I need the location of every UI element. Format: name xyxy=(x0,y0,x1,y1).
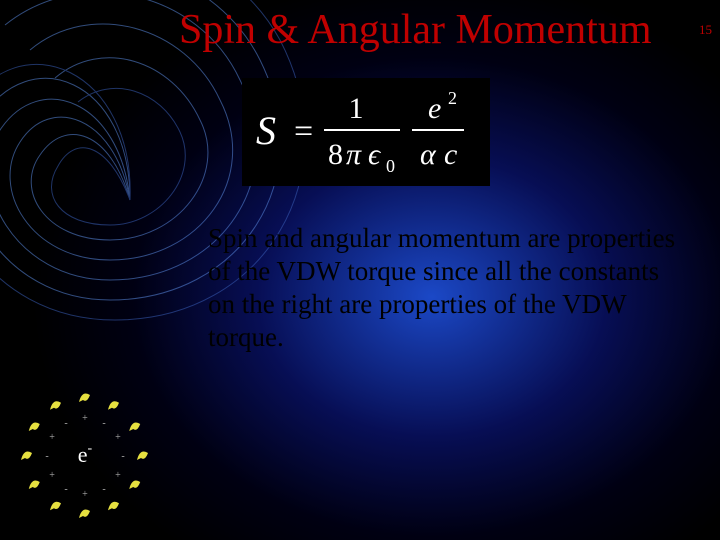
title-text: Spin & Angular Momentum xyxy=(179,7,652,53)
frac1-den-eps-sub: 0 xyxy=(386,156,395,176)
ring-particle xyxy=(108,401,119,409)
formula-box: S = 1 8 π ϵ 0 e 2 α c xyxy=(242,78,490,186)
frac1-den-eps: ϵ xyxy=(368,138,382,171)
frac2-num-e: e xyxy=(428,92,441,125)
electron-center-label: e- xyxy=(78,441,93,467)
slide-title: Spin & Angular Momentum xyxy=(179,6,652,54)
ring-particle xyxy=(137,452,148,460)
ring-particle xyxy=(79,510,90,518)
formula-equals: = xyxy=(294,113,313,150)
ring-charge-mark: + xyxy=(82,489,88,500)
ring-particle xyxy=(108,502,119,510)
frac1-num: 1 xyxy=(349,92,364,125)
ring-particle xyxy=(29,481,40,489)
ring-particle xyxy=(129,481,140,489)
frac2-den-c: c xyxy=(444,138,457,171)
ring-particle xyxy=(79,394,90,402)
frac1-den-pi: π xyxy=(346,138,362,171)
ring-charge-mark: + xyxy=(82,413,88,424)
frac1-den-8: 8 xyxy=(328,138,343,171)
ring-particle xyxy=(21,452,32,460)
ring-particle xyxy=(129,423,140,431)
ring-charge-mark: + xyxy=(49,470,55,481)
ring-charge-mark: - xyxy=(102,418,105,429)
ring-particle xyxy=(29,423,40,431)
ring-charge-mark: + xyxy=(49,432,55,443)
electron-diagram: +-+-+-+-+-+- e- xyxy=(10,380,160,530)
ring-charge-mark: - xyxy=(102,484,105,495)
ring-charge-mark: - xyxy=(45,451,48,462)
ring-particle xyxy=(50,401,61,409)
ring-charge-mark: + xyxy=(115,432,121,443)
body-paragraph: Spin and angular momentum are properties… xyxy=(208,222,678,354)
ring-charge-mark: - xyxy=(121,451,124,462)
ring-charge-mark: - xyxy=(64,418,67,429)
frac2-den-alpha: α xyxy=(420,138,437,171)
ring-particle xyxy=(50,502,61,510)
frac2-num-exp: 2 xyxy=(448,88,457,108)
formula-svg: S = 1 8 π ϵ 0 e 2 α c xyxy=(248,84,484,180)
formula-lhs: S xyxy=(256,108,276,153)
ring-charge-mark: + xyxy=(115,470,121,481)
ring-charge-mark: - xyxy=(64,484,67,495)
slide-number: 15 xyxy=(699,22,712,38)
